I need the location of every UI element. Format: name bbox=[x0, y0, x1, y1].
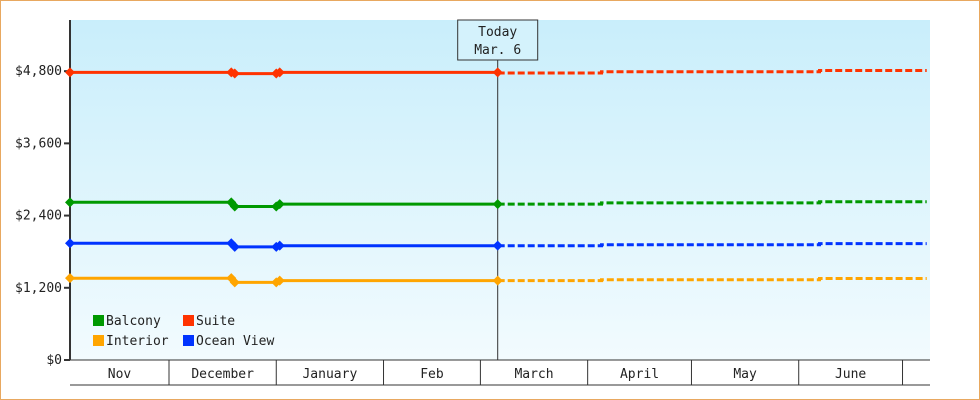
data-point-ocean-view bbox=[492, 240, 503, 251]
data-point-suite bbox=[492, 67, 503, 78]
today-label: Today bbox=[478, 25, 517, 40]
today-date-label: Mar. 6 bbox=[474, 43, 521, 58]
x-tick-label: Feb bbox=[420, 367, 444, 382]
x-tick-label: Nov bbox=[108, 367, 132, 382]
today-label-box bbox=[457, 19, 539, 61]
series-line-suite bbox=[70, 70, 498, 76]
data-point-balcony bbox=[229, 201, 240, 212]
y-tick-label: $2,400 bbox=[15, 209, 62, 224]
x-tick-label: May bbox=[733, 367, 757, 382]
series-projection-interior bbox=[497, 277, 927, 283]
data-point-ocean-view bbox=[229, 241, 240, 252]
data-point-interior bbox=[492, 275, 503, 286]
x-tick-label: June bbox=[835, 367, 866, 382]
legend-label: Suite bbox=[196, 314, 235, 329]
data-point-balcony bbox=[274, 199, 285, 210]
x-tick-label: January bbox=[302, 367, 357, 382]
data-point-interior bbox=[229, 277, 240, 288]
data-point-ocean-view bbox=[65, 238, 75, 249]
legend-swatch bbox=[183, 335, 194, 346]
data-point-suite bbox=[274, 67, 285, 78]
y-tick-label: $1,200 bbox=[15, 281, 62, 296]
series-projection-suite bbox=[497, 69, 927, 75]
x-tick-label: April bbox=[620, 367, 659, 382]
series-projection-balcony bbox=[497, 200, 927, 206]
data-point-balcony bbox=[65, 197, 75, 208]
data-point-balcony bbox=[492, 199, 503, 210]
legend-swatch bbox=[93, 315, 104, 326]
y-tick-label: $4,800 bbox=[15, 64, 62, 79]
series-projection-ocean-view bbox=[497, 242, 927, 248]
legend-swatch bbox=[93, 335, 104, 346]
series-line-ocean-view bbox=[70, 241, 498, 249]
data-point-interior bbox=[65, 273, 75, 284]
x-tick-label: December bbox=[191, 367, 254, 382]
legend-label: Balcony bbox=[106, 314, 161, 329]
series-line-balcony bbox=[70, 200, 498, 208]
series-line-interior bbox=[70, 276, 498, 284]
legend-label: Ocean View bbox=[196, 334, 274, 349]
x-tick-label: March bbox=[514, 367, 553, 382]
plot-area bbox=[70, 20, 930, 360]
y-tick-label: $0 bbox=[46, 353, 62, 368]
data-point-suite bbox=[65, 67, 75, 78]
legend-swatch bbox=[183, 315, 194, 326]
legend-label: Interior bbox=[106, 334, 169, 349]
data-point-ocean-view bbox=[274, 240, 285, 251]
data-point-suite bbox=[229, 68, 240, 79]
data-point-interior bbox=[274, 275, 285, 286]
y-tick-label: $3,600 bbox=[15, 136, 62, 151]
